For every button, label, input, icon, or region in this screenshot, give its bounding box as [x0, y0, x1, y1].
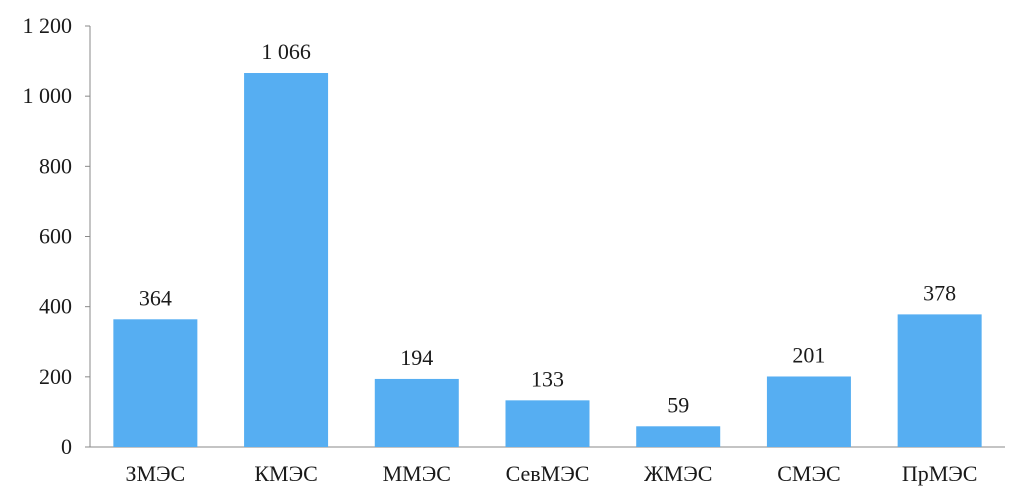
bar-3	[374, 378, 459, 447]
y-tick-label: 200	[39, 364, 72, 389]
category-label-3: ММЭС	[383, 461, 451, 486]
data-label-3: 194	[400, 345, 433, 370]
category-label-4: СевМЭС	[506, 461, 590, 486]
data-label-7: 378	[923, 280, 956, 305]
data-labels: 364 1 066 194 133 59 201 378	[139, 39, 956, 417]
bar-1	[113, 319, 198, 447]
category-label-7: ПрМЭС	[902, 461, 978, 486]
data-label-5: 59	[667, 392, 689, 417]
y-tick-label: 1 200	[23, 13, 73, 38]
bar-6	[766, 376, 851, 447]
y-tick-label: 400	[39, 294, 72, 319]
y-axis: 0 200 400 600 800 1 000 1 200	[23, 13, 91, 459]
bar-2	[244, 73, 329, 448]
category-label-6: СМЭС	[777, 461, 840, 486]
bar-4	[505, 400, 590, 447]
category-label-2: КМЭС	[254, 461, 317, 486]
data-label-1: 364	[139, 285, 172, 310]
data-label-6: 201	[792, 342, 825, 367]
category-label-1: ЗМЭС	[125, 461, 185, 486]
category-label-5: ЖМЭС	[644, 461, 712, 486]
y-tick-label: 800	[39, 153, 72, 178]
bars	[113, 73, 982, 448]
x-axis: ЗМЭС КМЭС ММЭС СевМЭС ЖМЭС СМЭС ПрМЭС	[90, 446, 1005, 486]
data-label-4: 133	[531, 366, 564, 391]
data-label-2: 1 066	[261, 39, 311, 64]
y-tick-label: 1 000	[23, 83, 73, 108]
y-tick-label: 0	[61, 434, 72, 459]
bar-5	[636, 426, 721, 447]
y-tick-label: 600	[39, 224, 72, 249]
bar-7	[897, 314, 982, 447]
